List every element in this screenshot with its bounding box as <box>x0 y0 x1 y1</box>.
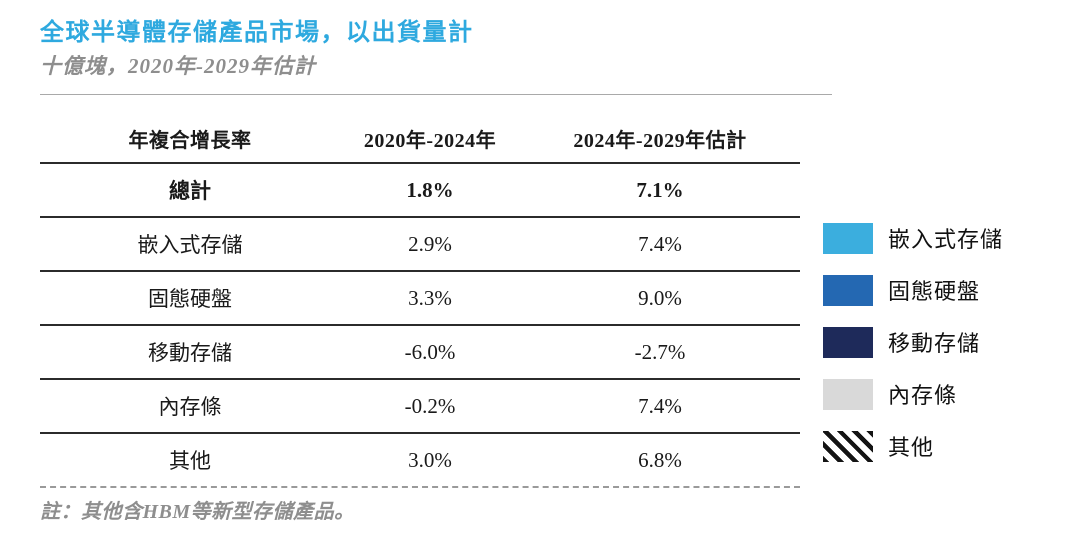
legend-swatch-icon <box>823 274 873 306</box>
table-row-others: 其他 3.0% 6.8% <box>40 434 800 488</box>
figure-title: 全球半導體存儲產品市場，以出貨量計 <box>40 19 474 46</box>
legend-swatch-icon <box>823 222 873 254</box>
figure-note: 註：其他含HBM等新型存儲產品。 <box>40 501 355 523</box>
table-row-ssd: 固態硬盤 3.3% 9.0% <box>40 272 800 326</box>
figure-subtitle: 十億塊，2020年-2029年估計 <box>40 54 316 78</box>
row-label: 固態硬盤 <box>148 287 232 311</box>
row-value-2: 7.4% <box>638 393 682 418</box>
column-header-metric: 年複合增長率 <box>128 129 252 152</box>
legend-label: 其他 <box>888 435 935 460</box>
table-header-row: 年複合增長率 2020年-2024年 2024年-2029年估計 <box>40 114 800 164</box>
row-value-2: 7.4% <box>638 231 682 256</box>
legend-label: 嵌入式存儲 <box>888 227 1004 252</box>
row-value-1: -6.0% <box>404 339 456 364</box>
row-value-2: 9.0% <box>638 285 682 310</box>
legend-label: 移動存儲 <box>888 331 981 356</box>
legend-swatch-icon <box>823 326 873 358</box>
header-divider <box>40 94 832 95</box>
legend-item-others: 其他 <box>823 420 1003 472</box>
row-value-1: 2.9% <box>408 231 452 256</box>
legend-diagonal-stripes-icon <box>823 430 873 462</box>
table-row-mobile-storage: 移動存儲 -6.0% -2.7% <box>40 326 800 380</box>
legend-item-ssd: 固態硬盤 <box>823 264 1003 316</box>
table-row-memory-module: 內存條 -0.2% 7.4% <box>40 380 800 434</box>
legend-item-embedded-storage: 嵌入式存儲 <box>823 212 1003 264</box>
row-value-1: 1.8% <box>406 177 454 202</box>
row-label: 嵌入式存儲 <box>137 233 243 257</box>
table-row-embedded-storage: 嵌入式存儲 2.9% 7.4% <box>40 218 800 272</box>
legend-item-mobile-storage: 移動存儲 <box>823 316 1003 368</box>
legend-swatch-icon <box>823 378 873 410</box>
row-label: 內存條 <box>158 395 222 419</box>
column-header-2020-2024: 2020年-2024年 <box>363 129 497 152</box>
row-value-1: 3.3% <box>408 285 452 310</box>
row-value-2: 6.8% <box>638 447 682 472</box>
row-value-2: 7.1% <box>636 177 684 202</box>
row-label: 其他 <box>169 449 211 473</box>
cagr-table: 年複合增長率 2020年-2024年 2024年-2029年估計 總計 1.8%… <box>40 114 800 488</box>
row-label: 移動存儲 <box>148 341 232 365</box>
row-value-2: -2.7% <box>634 339 686 364</box>
row-value-1: -0.2% <box>404 393 456 418</box>
row-value-1: 3.0% <box>408 447 452 472</box>
legend-item-memory-module: 內存條 <box>823 368 1003 420</box>
column-header-2024-2029e: 2024年-2029年估計 <box>573 129 747 152</box>
legend-label: 內存條 <box>888 383 958 408</box>
legend-label: 固態硬盤 <box>888 279 981 304</box>
legend: 嵌入式存儲 固態硬盤 移動存儲 內存條 其他 <box>823 212 1003 472</box>
table-row-total: 總計 1.8% 7.1% <box>40 164 800 218</box>
row-label: 總計 <box>169 179 211 203</box>
